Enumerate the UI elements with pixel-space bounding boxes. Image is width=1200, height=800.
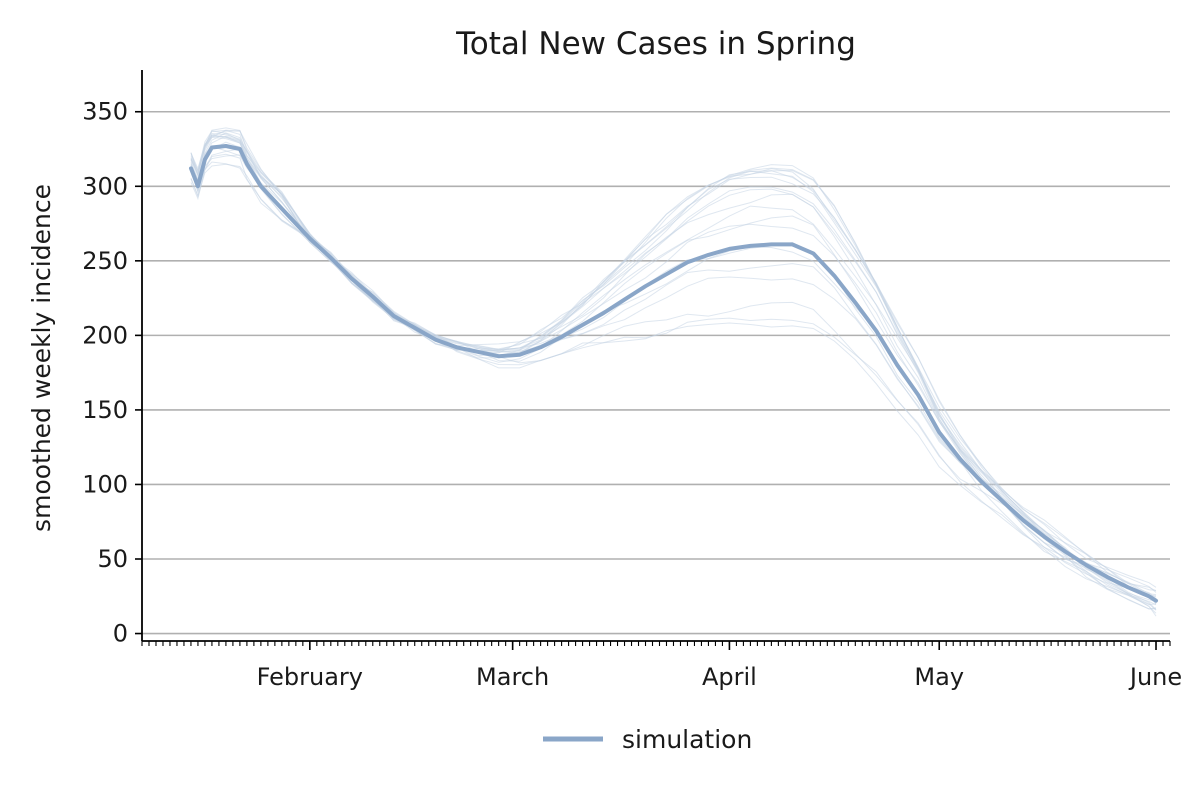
x-tick-label-march: March — [476, 663, 549, 691]
y-tick-label-300: 300 — [82, 172, 128, 200]
ensemble-trajectory — [190, 132, 1157, 606]
ensemble-trajectory — [190, 129, 1157, 597]
ensemble-trajectory — [190, 135, 1157, 610]
ensemble-trajectory — [190, 135, 1157, 603]
ensemble-layer — [190, 127, 1157, 617]
x-tick-label-june: June — [1128, 663, 1182, 691]
y-tick-label-200: 200 — [82, 321, 128, 349]
ensemble-trajectory — [190, 132, 1157, 611]
ensemble-trajectory — [190, 163, 1157, 606]
x-tick-label-may: May — [914, 663, 964, 691]
ensemble-trajectory — [190, 130, 1157, 610]
series-layer — [189, 144, 1158, 603]
legend: simulation — [543, 725, 752, 754]
ensemble-trajectory — [190, 148, 1157, 604]
y-axis-label: smoothed weekly incidence — [27, 184, 56, 532]
grid-layer — [142, 110, 1170, 635]
y-tick-label-250: 250 — [82, 247, 128, 275]
ensemble-trajectory — [190, 161, 1157, 592]
y-tick-label-350: 350 — [82, 98, 128, 126]
x-tick-label-february: February — [257, 663, 363, 691]
y-tick-label-0: 0 — [113, 620, 128, 648]
ensemble-trajectory — [190, 130, 1157, 605]
ensemble-trajectory — [190, 136, 1157, 591]
y-tick-label-50: 50 — [97, 545, 128, 573]
x-tick-label-april: April — [702, 663, 757, 691]
ensemble-trajectory — [190, 127, 1157, 602]
y-tick-label-150: 150 — [82, 396, 128, 424]
ensemble-trajectory — [190, 141, 1157, 617]
chart-title: Total New Cases in Spring — [455, 26, 856, 62]
ensemble-trajectory — [190, 134, 1157, 599]
axes-layer: 0 50 100 150 200 250 300 350 February March April M… — [82, 70, 1182, 691]
y-tick-label-100: 100 — [82, 470, 128, 498]
ensemble-trajectory — [190, 129, 1157, 614]
ensemble-trajectory — [190, 134, 1157, 597]
series-line-simulation — [189, 144, 1158, 603]
ensemble-trajectory — [190, 145, 1157, 596]
legend-label-simulation: simulation — [622, 725, 752, 754]
